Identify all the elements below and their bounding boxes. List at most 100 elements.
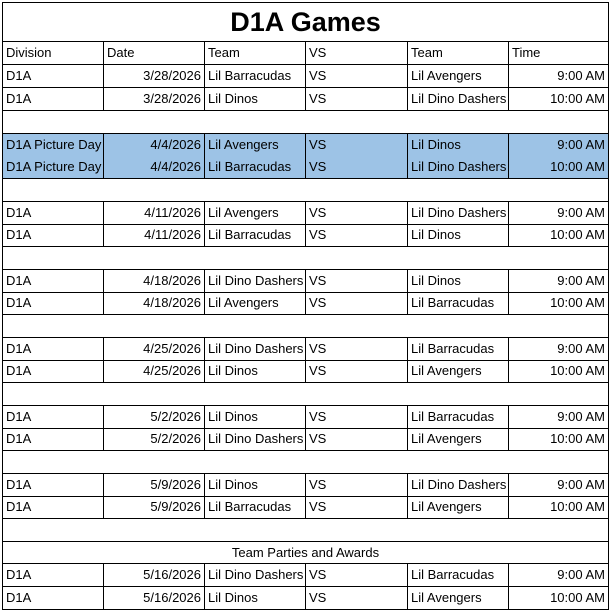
time-cell: 10:00 AM: [509, 224, 609, 247]
division-cell: D1A: [3, 270, 104, 293]
header-vs: VS: [306, 42, 408, 65]
division-cell: D1A: [3, 360, 104, 383]
division-cell: D1A: [3, 292, 104, 315]
vs-cell: VS: [306, 202, 408, 225]
time-cell: 10:00 AM: [509, 156, 609, 179]
date-cell: 4/4/2026: [104, 134, 205, 157]
time-cell: 10:00 AM: [509, 587, 609, 610]
vs-cell: VS: [306, 156, 408, 179]
table-row: D1A Picture Day 4/4/2026 Lil Avengers VS Lil…: [2, 133, 609, 157]
opponent-cell: Lil Dinos: [408, 224, 509, 247]
header-division: Division: [3, 42, 104, 65]
table-row: D1A Picture Day 4/4/2026 Lil Barracudas VS L…: [2, 156, 609, 179]
vs-cell: VS: [306, 406, 408, 429]
division-cell: D1A: [3, 224, 104, 247]
vs-cell: VS: [306, 134, 408, 157]
opponent-cell: Lil Dino Dashers: [408, 88, 509, 111]
division-cell: D1A: [3, 428, 104, 451]
vs-cell: VS: [306, 224, 408, 247]
date-cell: 5/2/2026: [104, 428, 205, 451]
team-cell: Lil Barracudas: [205, 156, 306, 179]
division-cell: D1A: [3, 474, 104, 497]
division-cell: D1A Picture Day: [3, 134, 104, 157]
spacer-row: [2, 247, 609, 269]
vs-cell: VS: [306, 360, 408, 383]
date-cell: 4/11/2026: [104, 224, 205, 247]
vs-cell: VS: [306, 65, 408, 88]
vs-cell: VS: [306, 587, 408, 610]
division-cell: D1A: [3, 406, 104, 429]
time-cell: 9:00 AM: [509, 65, 609, 88]
table-row: D1A 4/25/2026 Lil Dino Dashers VS Lil Barrac…: [2, 337, 609, 361]
vs-cell: VS: [306, 428, 408, 451]
team-cell: Lil Dino Dashers: [205, 428, 306, 451]
time-cell: 10:00 AM: [509, 428, 609, 451]
date-cell: 5/9/2026: [104, 474, 205, 497]
table-row: D1A 5/16/2026 Lil Dinos VS Lil Avengers 10:00…: [2, 587, 609, 610]
spacer-row: [2, 179, 609, 201]
time-cell: 10:00 AM: [509, 292, 609, 315]
page-title: D1A Games: [2, 2, 609, 42]
header-date: Date: [104, 42, 205, 65]
vs-cell: VS: [306, 474, 408, 497]
date-cell: 4/25/2026: [104, 338, 205, 361]
date-cell: 3/28/2026: [104, 65, 205, 88]
table-row: D1A 5/2/2026 Lil Dino Dashers VS Lil Avenger…: [2, 428, 609, 451]
header-time: Time: [509, 42, 609, 65]
opponent-cell: Lil Dino Dashers: [408, 474, 509, 497]
date-cell: 4/18/2026: [104, 270, 205, 293]
team-cell: Lil Dino Dashers: [205, 564, 306, 587]
date-cell: 4/11/2026: [104, 202, 205, 225]
table-row: D1A 3/28/2026 Lil Barracudas VS Lil Avengers…: [2, 65, 609, 88]
schedule-body: D1A 3/28/2026 Lil Barracudas VS Lil Avengers…: [2, 65, 609, 610]
time-cell: 9:00 AM: [509, 338, 609, 361]
vs-cell: VS: [306, 292, 408, 315]
division-cell: D1A: [3, 338, 104, 361]
time-cell: 10:00 AM: [509, 496, 609, 519]
table-row: D1A 5/2/2026 Lil Dinos VS Lil Barracudas 9:00…: [2, 405, 609, 429]
division-cell: D1A: [3, 65, 104, 88]
team-cell: Lil Avengers: [205, 202, 306, 225]
opponent-cell: Lil Barracudas: [408, 564, 509, 587]
time-cell: 9:00 AM: [509, 406, 609, 429]
division-cell: D1A: [3, 202, 104, 225]
team-cell: Lil Dinos: [205, 587, 306, 610]
table-row: D1A 5/9/2026 Lil Barracudas VS Lil Avengers 1…: [2, 496, 609, 519]
time-cell: 9:00 AM: [509, 474, 609, 497]
opponent-cell: Lil Dino Dashers: [408, 156, 509, 179]
team-cell: Lil Dinos: [205, 474, 306, 497]
team-cell: Lil Dino Dashers: [205, 270, 306, 293]
opponent-cell: Lil Dino Dashers: [408, 202, 509, 225]
table-row: D1A 4/11/2026 Lil Barracudas VS Lil Dinos 10:…: [2, 224, 609, 247]
team-cell: Lil Avengers: [205, 292, 306, 315]
time-cell: 10:00 AM: [509, 360, 609, 383]
division-cell: D1A: [3, 496, 104, 519]
team-cell: Lil Dino Dashers: [205, 338, 306, 361]
spacer-row: [2, 519, 609, 541]
table-row: D1A 4/11/2026 Lil Avengers VS Lil Dino Dashe…: [2, 201, 609, 225]
vs-cell: VS: [306, 496, 408, 519]
spacer-row: [2, 451, 609, 473]
header-opponent: Team: [408, 42, 509, 65]
date-cell: 5/16/2026: [104, 587, 205, 610]
division-cell: D1A: [3, 587, 104, 610]
team-cell: Lil Dinos: [205, 406, 306, 429]
date-cell: 4/25/2026: [104, 360, 205, 383]
division-cell: D1A: [3, 564, 104, 587]
division-cell: D1A: [3, 88, 104, 111]
date-cell: 3/28/2026: [104, 88, 205, 111]
spacer-row: [2, 383, 609, 405]
opponent-cell: Lil Avengers: [408, 428, 509, 451]
team-cell: Lil Dinos: [205, 88, 306, 111]
team-cell: Lil Avengers: [205, 134, 306, 157]
table-row: D1A 4/25/2026 Lil Dinos VS Lil Avengers 10:00…: [2, 360, 609, 383]
opponent-cell: Lil Barracudas: [408, 292, 509, 315]
team-cell: Lil Dinos: [205, 360, 306, 383]
awards-banner: Team Parties and Awards: [2, 541, 609, 564]
vs-cell: VS: [306, 270, 408, 293]
header-row: Division Date Team VS Team Time: [2, 42, 609, 65]
opponent-cell: Lil Dinos: [408, 270, 509, 293]
opponent-cell: Lil Avengers: [408, 587, 509, 610]
table-row: D1A 3/28/2026 Lil Dinos VS Lil Dino Dashers 1…: [2, 88, 609, 111]
